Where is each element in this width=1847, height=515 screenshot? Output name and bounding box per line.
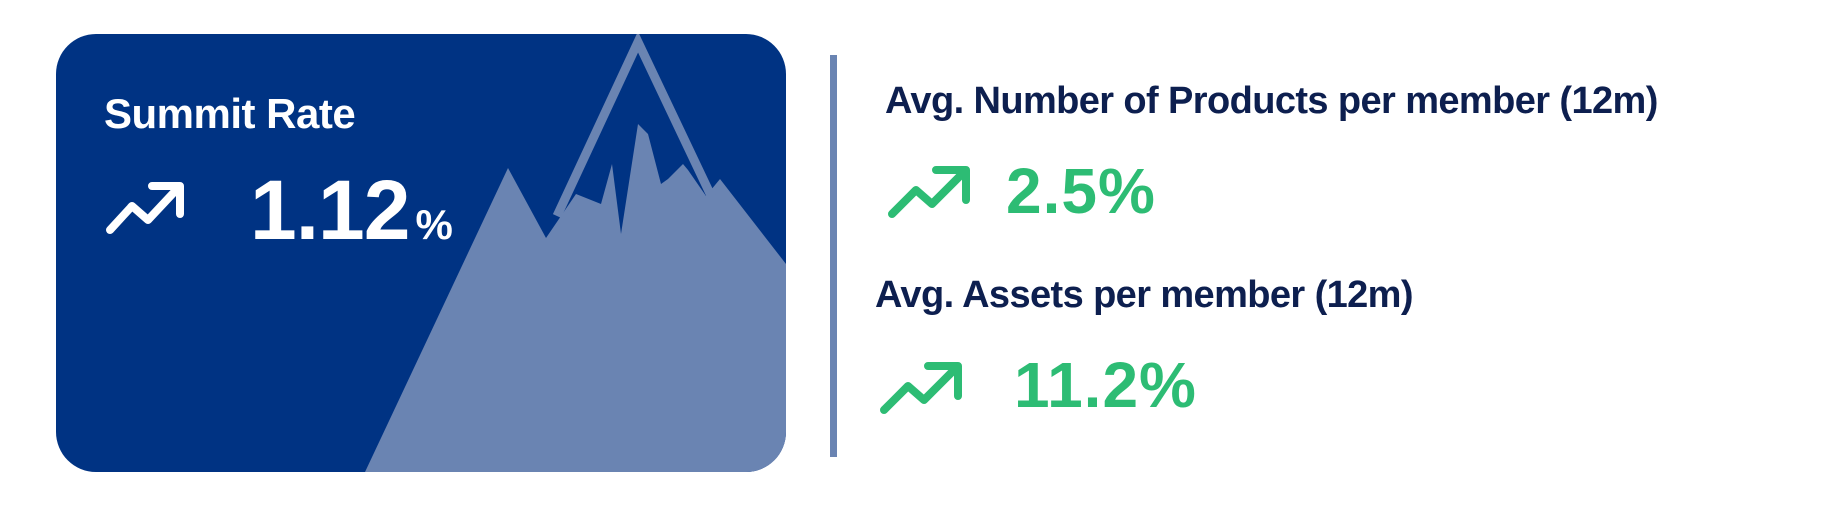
trending-up-icon	[106, 182, 184, 234]
products-per-member-label: Avg. Number of Products per member (12m)	[885, 80, 1658, 122]
summit-rate-title: Summit Rate	[104, 90, 356, 137]
summit-rate-value: 1.12%	[250, 162, 453, 259]
assets-per-member-value: 11.2%	[1014, 349, 1197, 421]
products-per-member-value: 2.5%	[1006, 155, 1156, 227]
summit-rate-unit: %	[415, 201, 453, 248]
summit-rate-number: 1.12	[250, 163, 410, 257]
summit-rate-card: Summit Rate 1.12%	[56, 34, 786, 472]
trending-up-icon	[880, 362, 962, 414]
trending-up-icon	[888, 166, 970, 218]
assets-per-member-label: Avg. Assets per member (12m)	[875, 274, 1414, 316]
mountain-illustration	[365, 34, 786, 472]
vertical-divider	[830, 55, 837, 457]
